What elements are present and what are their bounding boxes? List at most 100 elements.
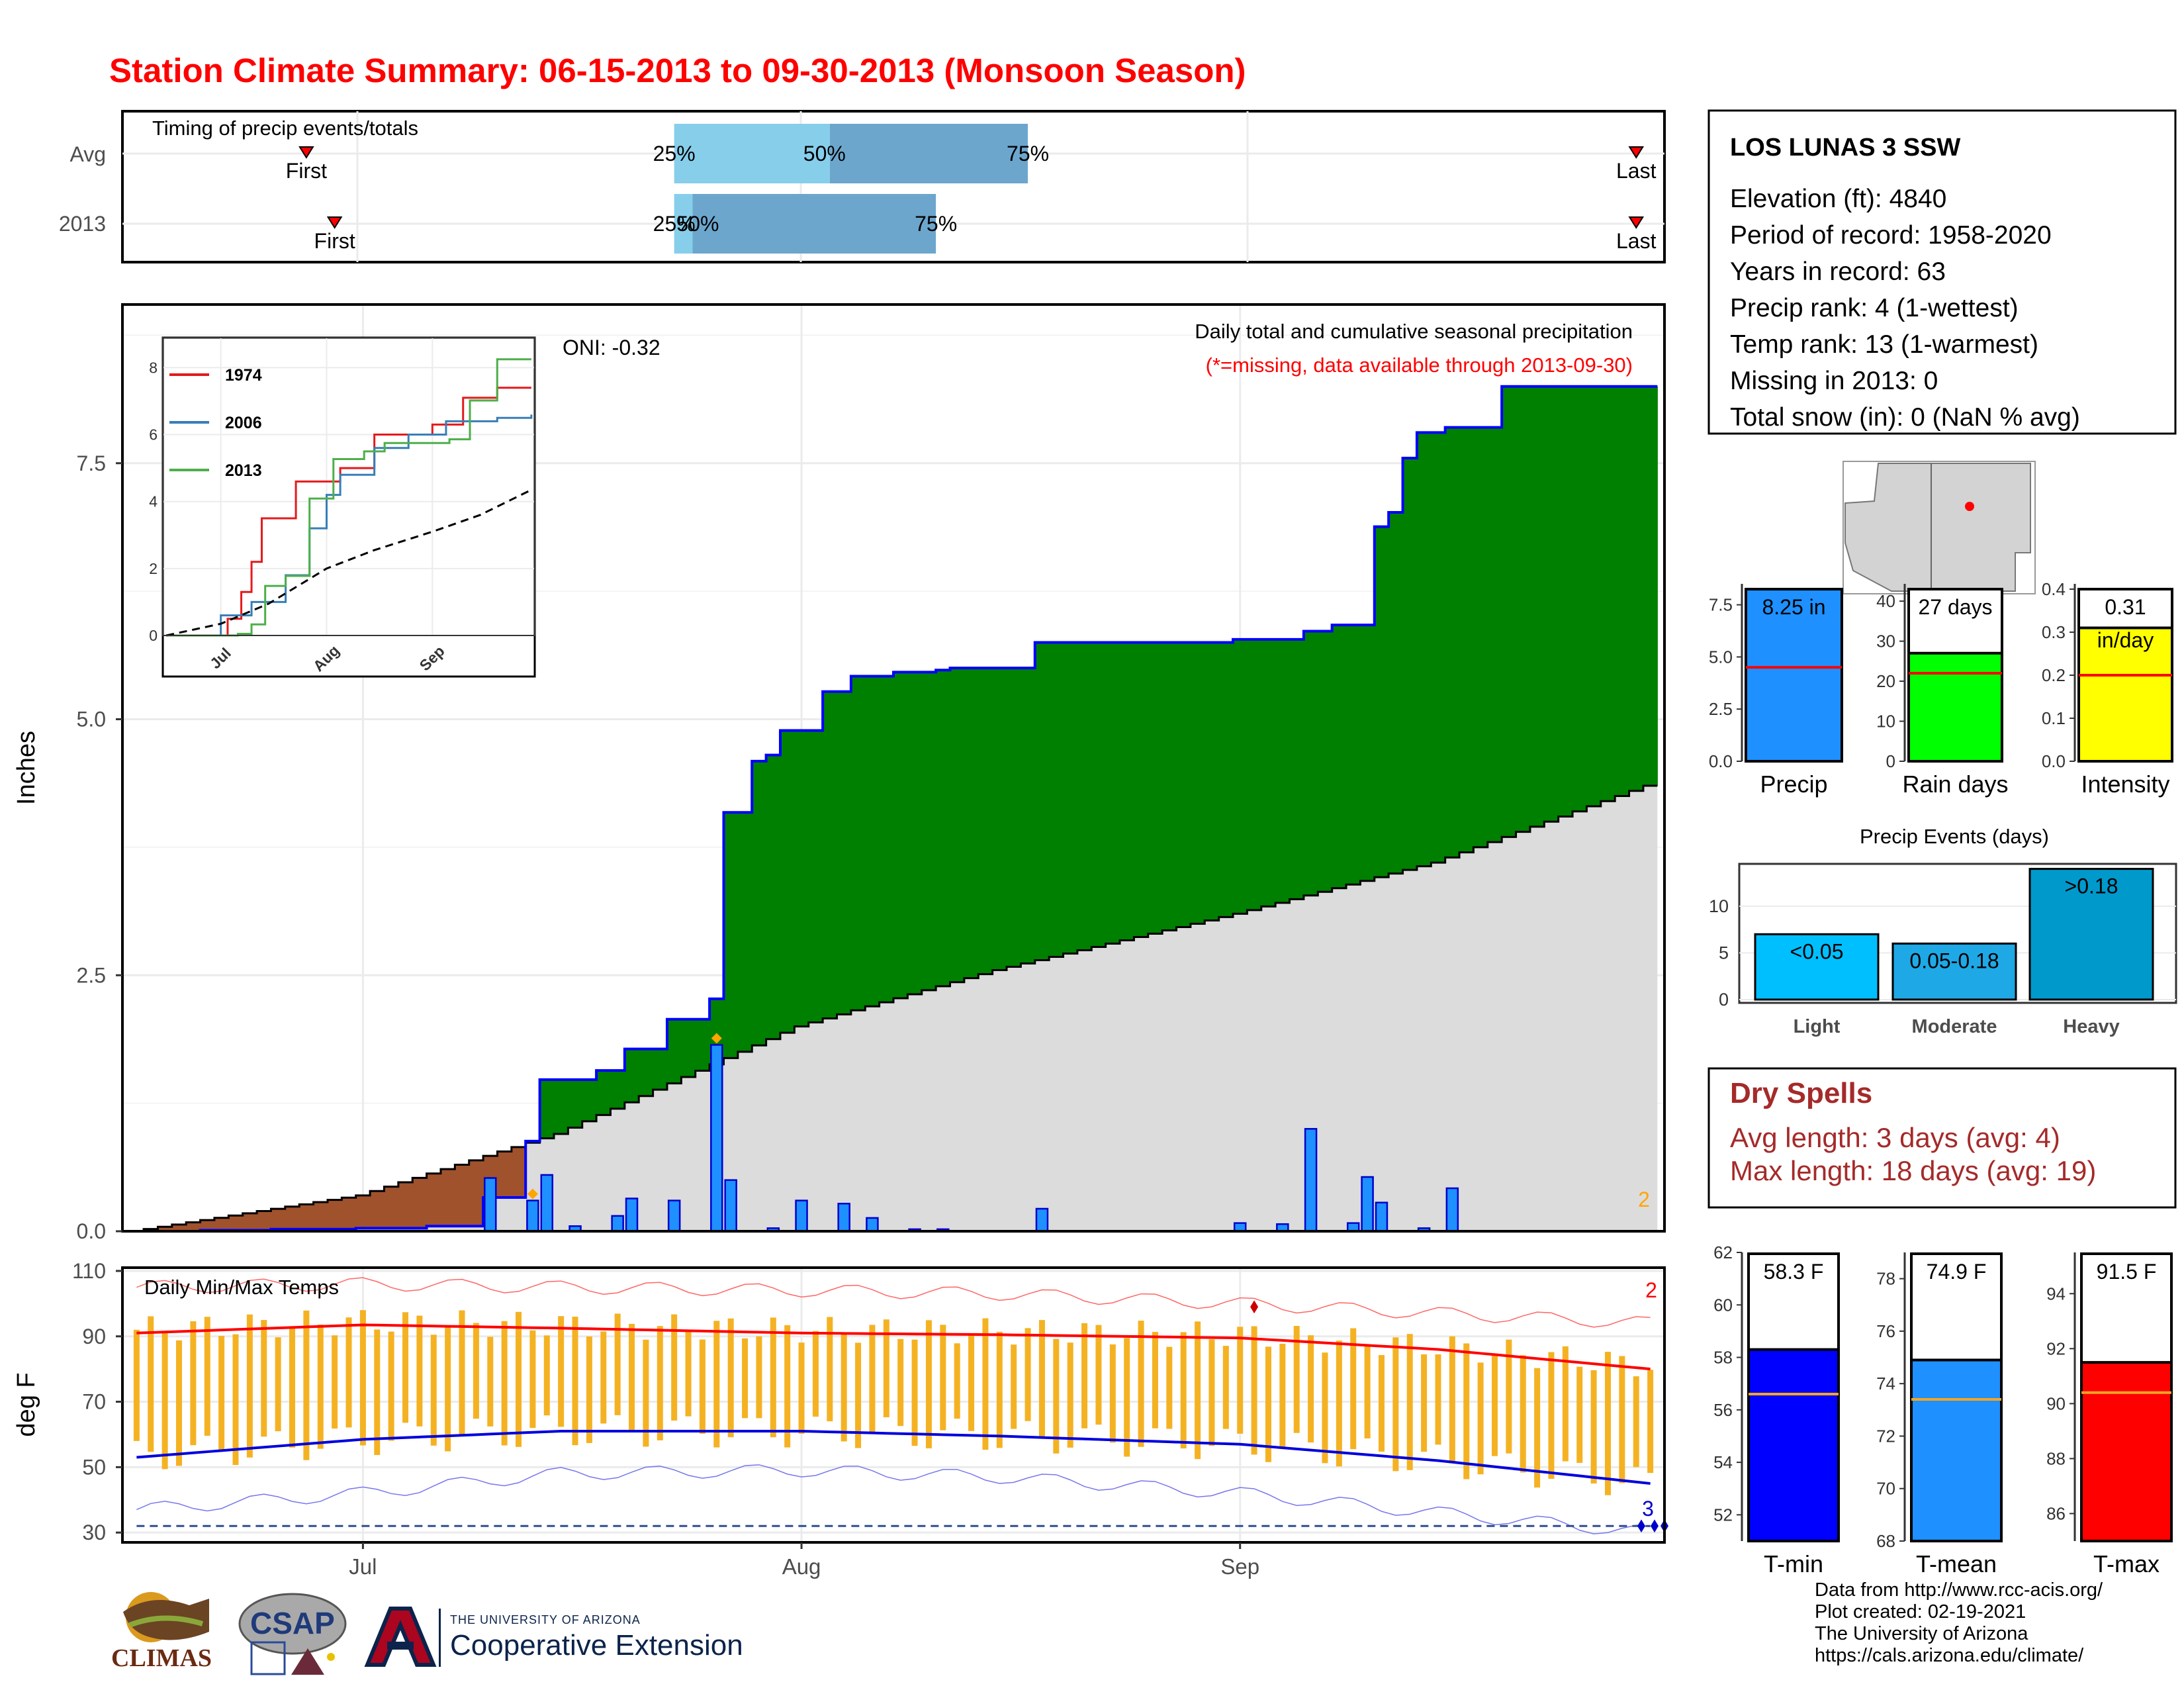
- timing-bar-25-50: [674, 194, 693, 254]
- station-name: LOS LUNAS 3 SSW: [1730, 134, 1960, 162]
- above-normal-area: [596, 1070, 612, 1115]
- timing-last-marker: [1628, 146, 1645, 159]
- credits: Data from http://www.rcc-acis.org/ Plot …: [1815, 1579, 2103, 1667]
- above-normal-area: [1218, 642, 1234, 917]
- csap-logo: CSAP: [232, 1585, 351, 1681]
- tbar-tick-label: 76: [1876, 1321, 1895, 1341]
- daily-temp-bar: [317, 1324, 324, 1449]
- above-normal-area: [653, 1049, 668, 1090]
- summary-tick-label: 7.5: [1709, 595, 1733, 615]
- above-normal-area: [1487, 427, 1502, 843]
- daily-temp-bar: [897, 1338, 904, 1427]
- below-normal-area: [398, 1182, 413, 1229]
- above-normal-area: [837, 691, 852, 1015]
- above-normal-area: [666, 1019, 682, 1084]
- below-normal-area: [455, 1164, 470, 1227]
- daily-temp-bar: [812, 1331, 819, 1417]
- daily-temp-bar: [1633, 1376, 1639, 1468]
- tbar-category-label: T-max: [2093, 1550, 2160, 1577]
- above-normal-area: [1148, 642, 1163, 934]
- above-normal-area: [539, 1080, 555, 1139]
- daily-temp-bar: [430, 1335, 437, 1446]
- daily-temp-bar: [1222, 1346, 1229, 1429]
- above-normal-area: [1275, 639, 1291, 903]
- temp-panel: Daily Min/Max Temps deg F 30 50 70 90 110 Jul…: [13, 1259, 1668, 1579]
- daily-temp-bar: [374, 1329, 381, 1456]
- temp-ytick-label: 30: [82, 1521, 106, 1544]
- above-normal-area: [1049, 642, 1064, 957]
- above-normal-area: [865, 676, 880, 1007]
- above-normal-area: [1318, 631, 1333, 892]
- tbar-tick-label: 94: [2046, 1284, 2066, 1303]
- csap-cloud-icon: [238, 1593, 347, 1675]
- above-normal-area: [1346, 625, 1361, 885]
- below-normal-area: [469, 1160, 484, 1227]
- below-normal-area: [341, 1197, 357, 1229]
- inset-ytick-label: 2: [149, 560, 158, 577]
- precip-yticks: 0.0 2.5 5.0 7.5: [77, 451, 122, 1243]
- timing-first-label: First: [314, 229, 355, 253]
- below-normal-area: [412, 1178, 428, 1229]
- inset-line-2013: [166, 358, 531, 637]
- dry-spells-avg: Avg length: 3 days (avg: 4): [1730, 1122, 2060, 1153]
- station-line-3: Precip rank: 4 (1-wettest): [1730, 294, 2019, 322]
- daily-temp-bar: [657, 1326, 663, 1440]
- above-normal-area: [752, 761, 767, 1046]
- daily-temp-bar: [1421, 1354, 1428, 1452]
- daily-temp-bar: [1364, 1345, 1371, 1438]
- temp-ytick-label: 90: [82, 1325, 106, 1348]
- daily-temp-bar: [1109, 1344, 1116, 1443]
- daily-temp-bar: [841, 1332, 847, 1442]
- precip-ylabel: Inches: [13, 731, 40, 805]
- precip-ytick-label: 2.5: [77, 963, 106, 987]
- events-ytick-label: 5: [1719, 943, 1729, 963]
- temp-plot: [133, 1277, 1668, 1534]
- daily-precip-bar: [526, 1199, 539, 1233]
- inset-legend-label: 2013: [225, 461, 262, 480]
- daily-precip-bar: [1361, 1176, 1374, 1233]
- above-normal-area: [1007, 668, 1021, 967]
- tbar-value-label: 58.3 F: [1764, 1260, 1824, 1284]
- daily-precip-bar: [724, 1179, 737, 1233]
- above-normal-area: [1388, 512, 1404, 874]
- below-normal-area: [355, 1195, 371, 1229]
- station-line-4: Temp rank: 13 (1-warmest): [1730, 330, 2038, 359]
- events-plot: 0 5 10 <0.05 Light 0.05-0.18 Moderate >0.18 Heav…: [1709, 868, 2176, 1037]
- daily-temp-bar: [1336, 1340, 1342, 1467]
- events-category-label: Light: [1794, 1016, 1841, 1037]
- tbar-tick-label: 60: [1713, 1295, 1733, 1315]
- daily-temp-bar: [727, 1318, 734, 1438]
- daily-temp-bar: [516, 1311, 522, 1447]
- daily-temp-bar: [713, 1321, 720, 1448]
- summary-tick-label: 0.1: [2042, 708, 2066, 728]
- above-normal-area: [766, 755, 781, 1039]
- above-normal-area: [1516, 386, 1531, 832]
- above-normal-area: [1416, 432, 1432, 867]
- above-normal-area: [1445, 427, 1460, 858]
- daily-temp-bar: [996, 1331, 1003, 1448]
- dry-spells-box: Dry Spells Avg length: 3 days (avg: 4) M…: [1707, 1067, 2177, 1209]
- climas-logo: CLIMAS: [110, 1585, 216, 1678]
- temp-ylabel: deg F: [13, 1372, 40, 1436]
- daily-temp-bar: [925, 1320, 932, 1448]
- daily-temp-bar: [487, 1336, 494, 1427]
- timing-p50-label: 50%: [676, 212, 719, 236]
- temp-xtick-label: Aug: [782, 1554, 821, 1579]
- tbar-tick-label: 54: [1713, 1452, 1733, 1472]
- ua-small-text: THE UNIVERSITY OF ARIZONA: [450, 1613, 641, 1626]
- above-normal-area: [1558, 386, 1573, 817]
- precip-ytick-label: 7.5: [77, 451, 106, 475]
- tbar-tick-label: 92: [2046, 1338, 2066, 1358]
- daily-temp-bar: [1237, 1327, 1244, 1434]
- summary-bars: 0.0 2.5 5.0 7.5 8.25 in Precip 0 10 20 30 40 27 day…: [1709, 579, 2173, 798]
- summary-tick-label: 0: [1886, 751, 1895, 771]
- station-line-1: Period of record: 1958-2020: [1730, 221, 2052, 250]
- daily-temp-bar: [968, 1334, 975, 1431]
- precip-count-note: 2: [1638, 1188, 1650, 1211]
- daily-temp-bar: [148, 1316, 154, 1452]
- below-normal-area: [242, 1213, 257, 1231]
- above-normal-area: [1473, 427, 1488, 847]
- precip-subtitle: (*=missing, data available through 2013-…: [1206, 353, 1633, 377]
- tbar-tick-label: 68: [1876, 1531, 1895, 1551]
